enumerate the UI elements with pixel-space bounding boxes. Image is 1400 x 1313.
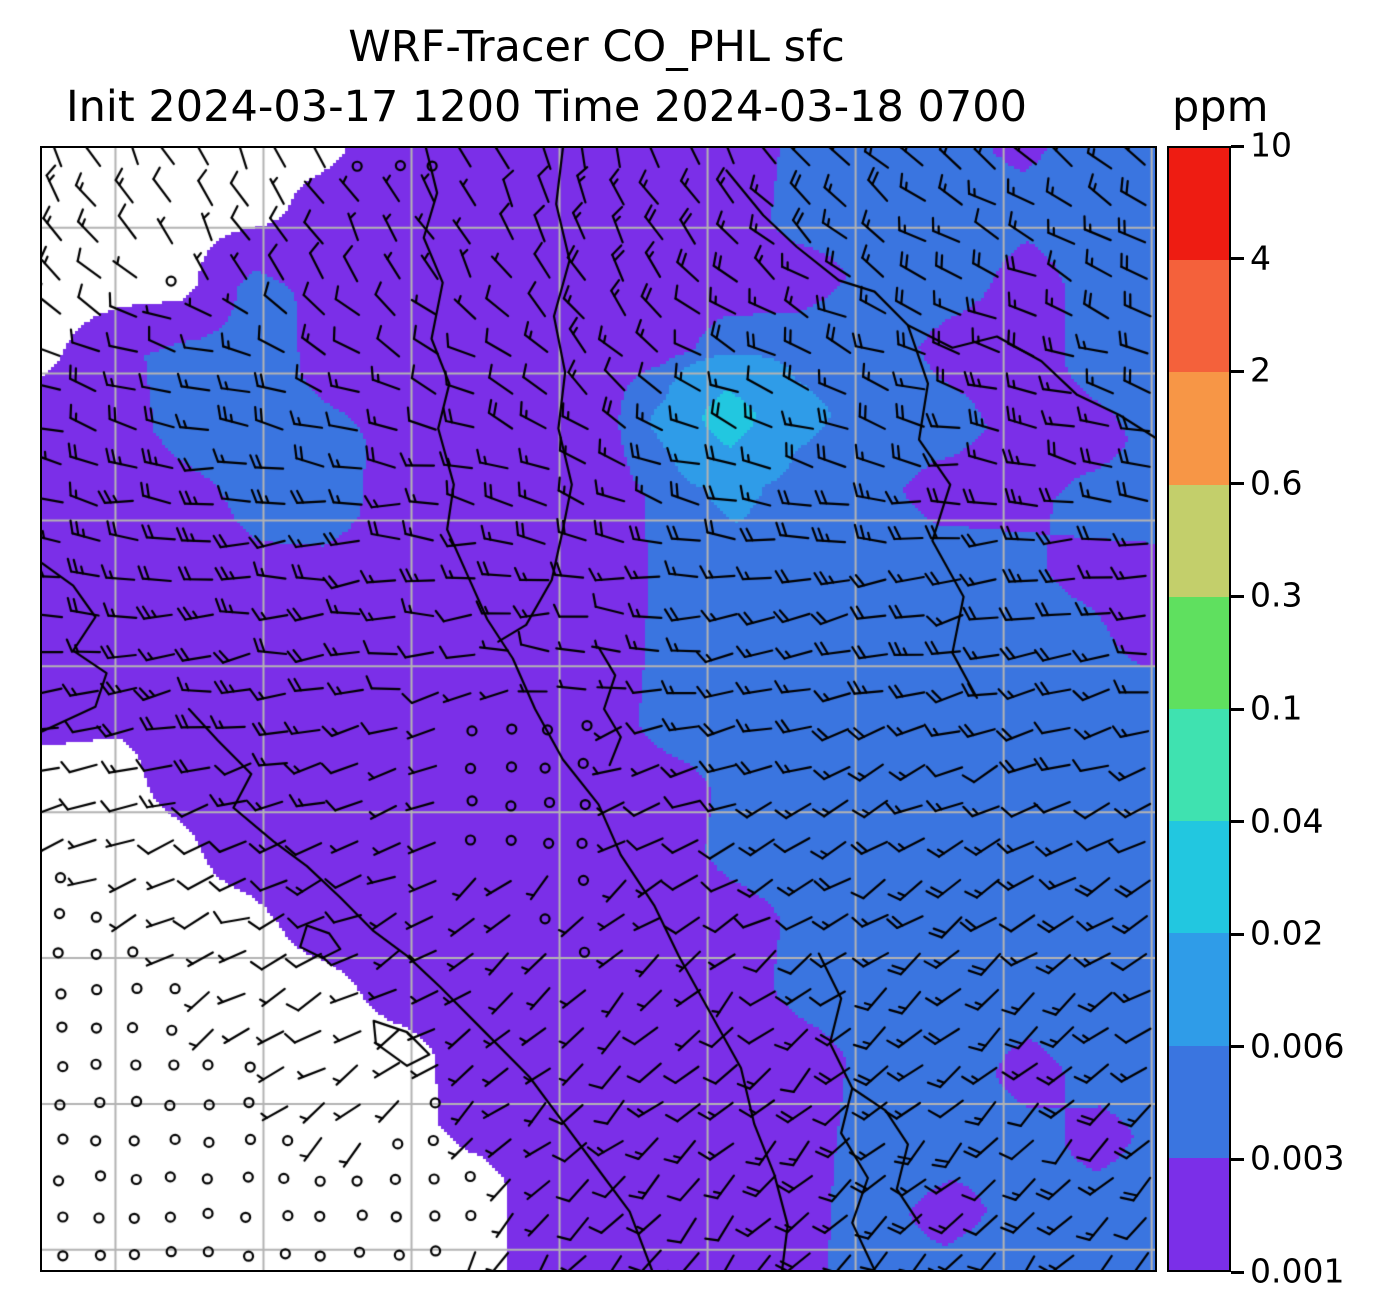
colorbar-tick-mark (1231, 932, 1244, 936)
colorbar-tick-label: 0.3 (1250, 576, 1303, 616)
colorbar-tick-label: 4 (1250, 238, 1271, 278)
colorbar-tick-mark (1231, 820, 1244, 824)
colorbar-tick-mark (1231, 482, 1244, 486)
colorbar-tick-label: 0.1 (1250, 688, 1303, 728)
colorbar-tick-mark (1231, 594, 1244, 598)
colorbar-segment (1169, 821, 1229, 934)
colorbar-tick-label: 0.003 (1250, 1139, 1345, 1179)
colorbar-segment (1169, 372, 1229, 485)
colorbar-segment (1169, 260, 1229, 373)
colorbar-segment (1169, 484, 1229, 597)
colorbar-segment (1169, 148, 1229, 261)
colorbar-segment (1169, 1157, 1229, 1271)
colorbar-tick-label: 0.04 (1250, 801, 1324, 841)
colorbar-unit-label: ppm (1172, 82, 1269, 132)
concentration-map-canvas (40, 146, 1157, 1272)
colorbar-tick-label: 0.02 (1250, 913, 1324, 953)
colorbar-tick-label: 0.6 (1250, 463, 1303, 503)
colorbar-segment (1169, 709, 1229, 822)
colorbar-tick-mark (1231, 1157, 1244, 1161)
colorbar-tick-mark (1231, 1270, 1244, 1274)
colorbar-tick-mark (1231, 257, 1244, 261)
figure-title: WRF-Tracer CO_PHL sfc (348, 22, 845, 72)
colorbar-tick-label: 2 (1250, 350, 1271, 390)
colorbar (1167, 146, 1231, 1272)
colorbar-segment (1169, 1045, 1229, 1158)
colorbar-tick-mark (1231, 144, 1244, 148)
colorbar-tick-label: 0.001 (1250, 1251, 1345, 1291)
colorbar-tick-mark (1231, 707, 1244, 711)
colorbar-tick-label: 0.006 (1250, 1026, 1345, 1066)
colorbar-tick-mark (1231, 369, 1244, 373)
figure-subtitle: Init 2024-03-17 1200 Time 2024-03-18 070… (66, 82, 1027, 132)
colorbar-segment (1169, 933, 1229, 1046)
colorbar-tick-mark (1231, 1045, 1244, 1049)
colorbar-segment (1169, 596, 1229, 710)
